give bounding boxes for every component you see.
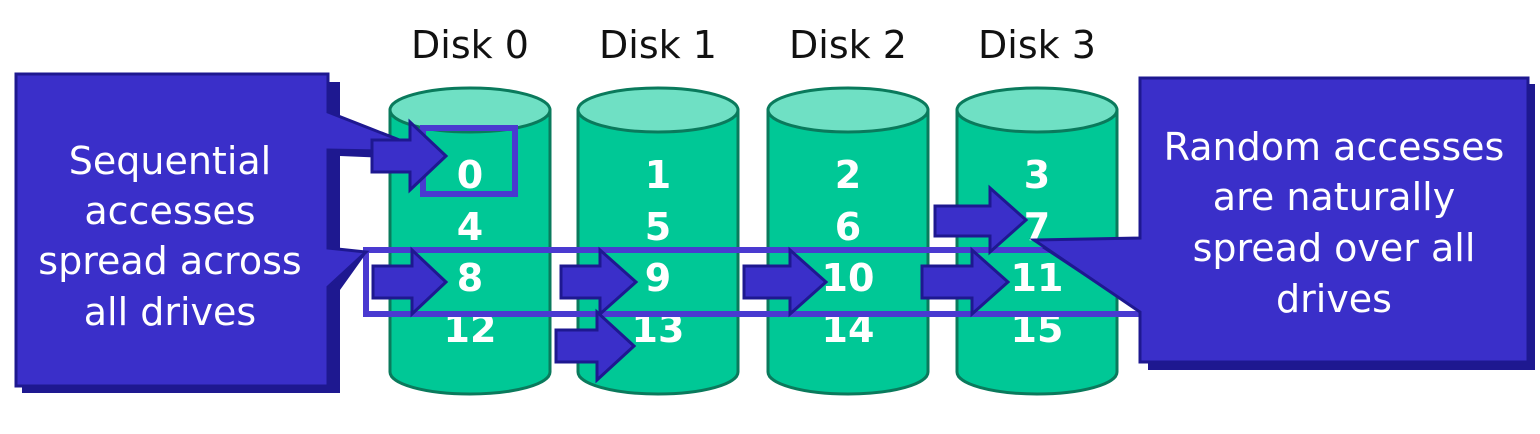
arrow-right-icon bbox=[742, 246, 829, 318]
block-10: 10 bbox=[822, 256, 875, 300]
left-callout-line-1: Sequential bbox=[69, 139, 271, 183]
disk-3-title: Disk 3 bbox=[978, 23, 1096, 67]
right-callout-line-3: spread over all bbox=[1193, 226, 1476, 270]
disk-2-title: Disk 2 bbox=[789, 23, 907, 67]
block-6: 6 bbox=[835, 205, 861, 249]
block-3: 3 bbox=[1024, 153, 1050, 197]
disk-1-title: Disk 1 bbox=[599, 23, 717, 67]
arrow-right-icon bbox=[920, 246, 1011, 318]
arrow-right-icon bbox=[554, 308, 637, 384]
right-callout-line-1: Random accesses bbox=[1164, 125, 1505, 169]
right-callout: Random accesses are naturally spread ove… bbox=[1029, 76, 1535, 370]
block-11: 11 bbox=[1011, 256, 1064, 300]
disk-3-top bbox=[955, 86, 1119, 134]
left-callout-line-4: all drives bbox=[84, 290, 256, 334]
arrow-right-icon bbox=[371, 246, 449, 318]
disk-2-top bbox=[766, 86, 930, 134]
left-callout-box bbox=[14, 72, 431, 388]
block-9: 9 bbox=[645, 256, 671, 300]
block-0: 0 bbox=[457, 153, 483, 197]
left-callout-line-3: spread across bbox=[38, 239, 301, 283]
disk-1-top bbox=[576, 86, 740, 134]
arrow-right-icon bbox=[933, 184, 1029, 256]
block-1: 1 bbox=[645, 153, 671, 197]
block-2: 2 bbox=[835, 153, 861, 197]
arrow-right-icon bbox=[370, 118, 449, 194]
disk-0: Disk 0 0 4 8 12 bbox=[388, 23, 552, 396]
left-callout-line-2: accesses bbox=[84, 189, 255, 233]
block-5: 5 bbox=[645, 205, 671, 249]
block-4: 4 bbox=[457, 205, 483, 249]
right-callout-box bbox=[1029, 76, 1530, 364]
disk-0-top bbox=[388, 86, 552, 134]
right-callout-line-4: drives bbox=[1276, 277, 1392, 321]
block-8: 8 bbox=[457, 256, 483, 300]
left-callout: Sequential accesses spread across all dr… bbox=[14, 72, 436, 393]
disk-2: Disk 2 2 6 10 14 bbox=[766, 23, 930, 396]
disk-0-title: Disk 0 bbox=[411, 23, 529, 67]
right-callout-line-2: are naturally bbox=[1213, 175, 1455, 219]
arrow-right-icon bbox=[559, 246, 639, 318]
